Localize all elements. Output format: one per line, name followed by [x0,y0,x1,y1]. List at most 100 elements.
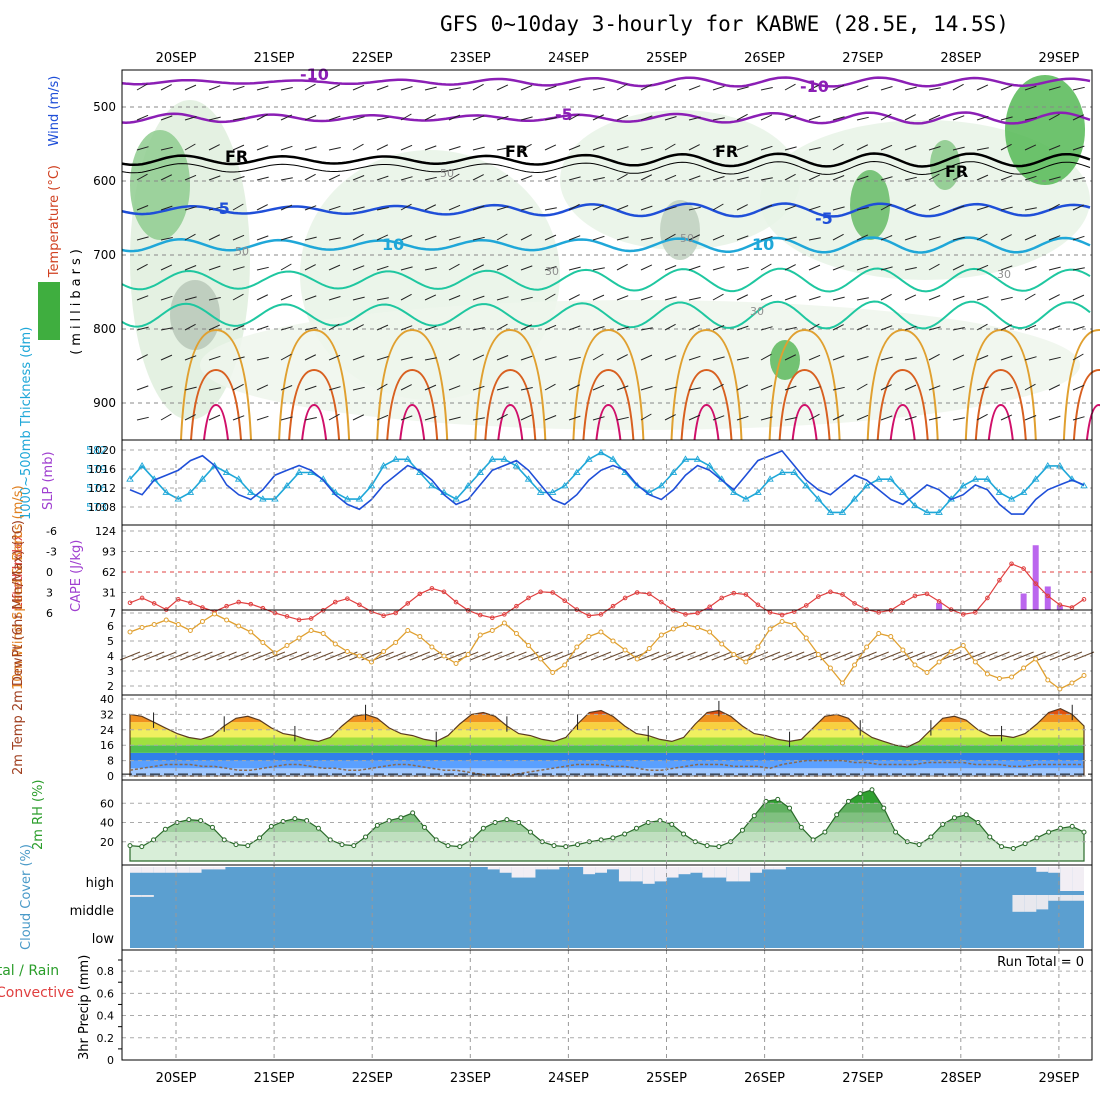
lifted-index-point [514,603,519,609]
wind-speed-point [731,652,737,657]
wind-barb [976,413,988,421]
wind-barb [400,176,413,181]
thickness-series-point [923,508,931,515]
temp-ylabel-g: 2m Temp 2m DewPt (6hr Min/Max) (°C) [11,520,26,775]
rh-point [445,843,451,849]
lifted-index-point [1021,566,1026,571]
thickness-series-point [512,462,521,469]
wind-barb-10m [602,651,624,661]
wind-barb [640,205,653,211]
cape-ylabel-g2: CAPE (J/kg) [69,540,84,612]
wind-barb [976,174,989,181]
wind-barb [976,147,989,151]
wind-barb [688,206,701,211]
wind-barb [712,85,725,91]
wind-speed-point [562,662,568,668]
wind-barb [1024,175,1037,181]
wind-speed-point [924,670,930,675]
wind-barb [712,234,725,241]
wind-barb [448,204,461,211]
wind-barb-10m [421,651,443,661]
temp-band [130,714,1084,723]
wind-barb [808,84,821,91]
wind-barb [856,324,869,331]
temp-contour-loop-25 [474,328,547,441]
li-ylabel: Lifted Index [11,533,26,610]
wind-speed-point [815,652,821,657]
wind-barb [688,175,701,181]
wind-barb [736,86,749,91]
wind-barb [448,353,460,361]
wind-speed-point [888,634,894,639]
wind-speed-point [803,635,809,641]
wind-barb [544,234,557,241]
wind-speed-point [1033,656,1039,662]
wind-barb [1000,324,1013,331]
cloud-high-bar [1060,867,1073,891]
wind-barb [976,323,988,331]
ytick-rh-2: 20 [100,836,114,849]
wind-barb [304,295,317,301]
wind-barb [928,204,941,211]
date-label-bottom-23SEP: 23SEP [450,1071,491,1086]
lifted-index-point [200,605,205,610]
wind-barb [328,354,341,361]
wind-barb [1000,85,1013,91]
wind-barb [232,356,245,361]
wind-barb-10m [1073,651,1095,661]
lifted-index-point [248,601,254,607]
wind-barb [280,416,293,421]
lifted-index-point [1057,602,1063,608]
wind-barb [184,296,197,301]
wind-speed-point [151,622,157,627]
wind-barb [208,206,221,211]
wind-barb [928,326,941,331]
wind-barb [496,84,509,91]
wind-barb [736,113,748,121]
wind-barb [376,207,389,211]
wind-speed-point [308,628,314,633]
wind-barb [496,323,508,331]
wind-barb [1072,145,1085,151]
wind-barb-10m [1025,651,1046,661]
wind-barb-10m [373,651,394,661]
wind-barb [280,204,293,211]
wind-barb [928,87,941,91]
cloud-middle-bar [1036,895,1049,910]
temp-contour-loop-25 [180,328,252,441]
ytick-rh-0: 60 [100,797,114,810]
wind-barb [1072,177,1085,181]
wind-speed-point [646,646,652,651]
wind-barb [856,265,869,271]
lifted-index-point [429,586,435,591]
wind-barb [616,205,629,211]
wind-barb [1072,86,1085,91]
wind-barb [808,413,820,421]
thickness-series-point [995,488,1004,495]
wind-barb [568,235,581,241]
date-label-top-22SEP: 22SEP [352,51,393,66]
wind-barb [448,87,461,91]
lifted-index-point [683,612,688,617]
wind-barb [664,323,676,331]
thickness-series-point [826,508,835,515]
wind-barb [640,327,653,331]
wind-barb [1072,267,1085,271]
rh-point [292,816,298,822]
lifted-index-point [272,610,278,616]
lifted-index-point [332,599,338,605]
wind-barb [952,236,965,241]
thickness-series-point [874,475,883,482]
wind-barb [976,386,989,391]
wind-barb [280,294,293,301]
wind-barb [256,176,269,181]
temp-contour-loop-35 [497,403,524,441]
wind-barb [160,174,173,181]
wind-barb [448,114,461,121]
rh-point [139,844,145,850]
ytick-cape-0: 124 [95,525,116,538]
wind-speed-point [707,629,713,635]
wind-barb [808,323,820,331]
wind-barb [928,353,940,361]
wind-barb [136,83,148,91]
